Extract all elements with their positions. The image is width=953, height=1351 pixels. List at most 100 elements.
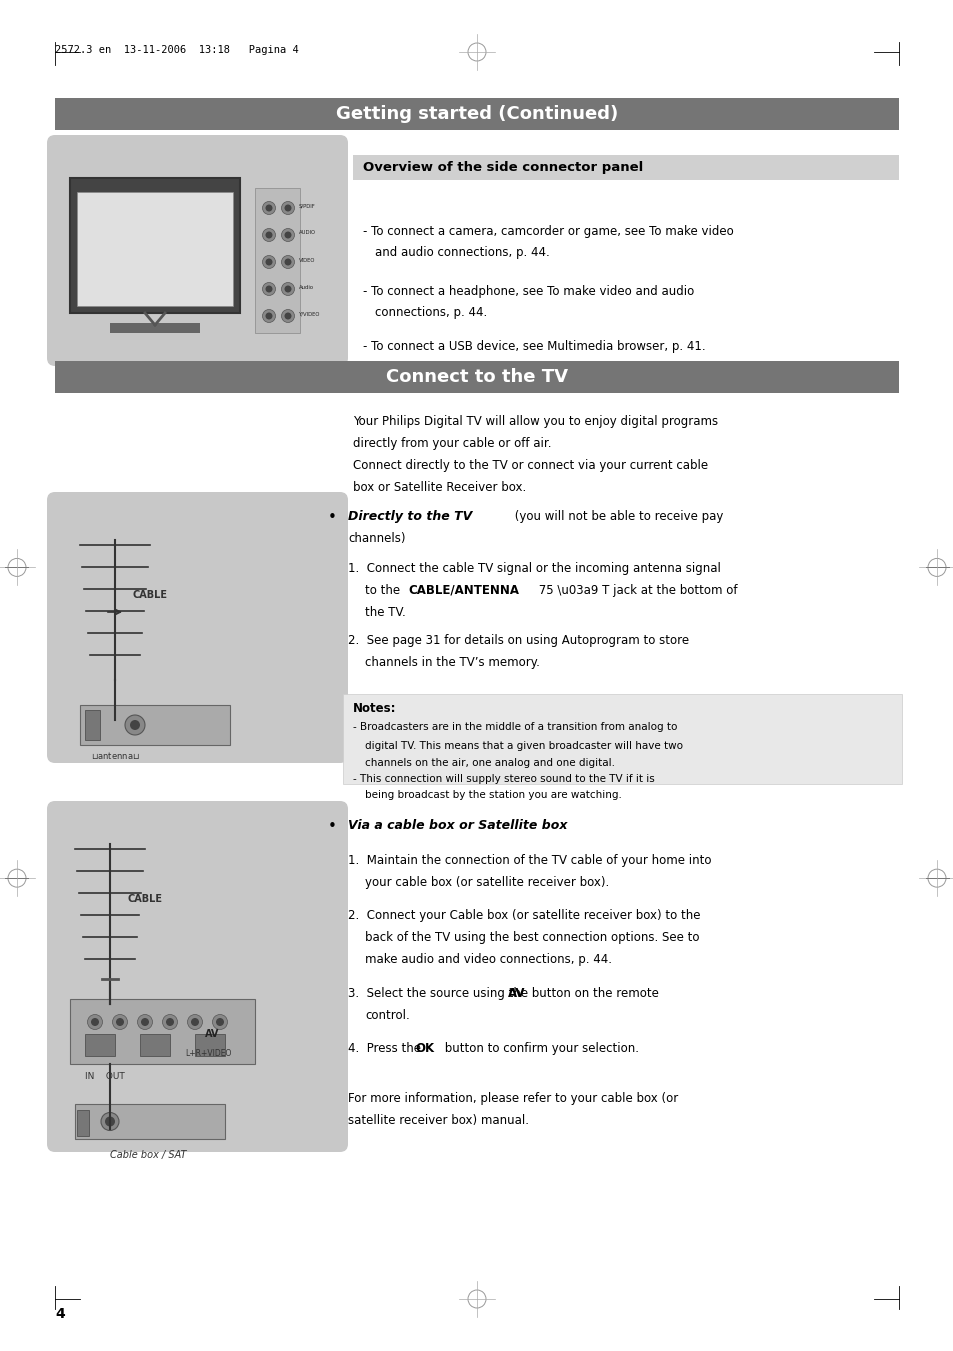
Text: 2572.3 en  13-11-2006  13:18   Pagina 4: 2572.3 en 13-11-2006 13:18 Pagina 4 — [55, 45, 298, 55]
Text: connections, p. 44.: connections, p. 44. — [375, 305, 487, 319]
Text: 4.  Press the: 4. Press the — [348, 1042, 424, 1055]
Text: channels in the TV’s memory.: channels in the TV’s memory. — [365, 657, 539, 669]
FancyBboxPatch shape — [47, 801, 348, 1152]
Circle shape — [265, 258, 273, 266]
Circle shape — [116, 1019, 124, 1025]
Circle shape — [284, 231, 292, 239]
Text: Cable box / SAT: Cable box / SAT — [110, 1150, 186, 1161]
Circle shape — [265, 312, 273, 319]
Circle shape — [88, 1015, 102, 1029]
Text: S/PDIF: S/PDIF — [298, 204, 315, 208]
FancyBboxPatch shape — [47, 135, 348, 366]
Text: your cable box (or satellite receiver box).: your cable box (or satellite receiver bo… — [365, 875, 609, 889]
Text: control.: control. — [365, 1009, 410, 1021]
Text: channels on the air, one analog and one digital.: channels on the air, one analog and one … — [365, 758, 615, 767]
FancyBboxPatch shape — [85, 711, 100, 740]
Text: Connect to the TV: Connect to the TV — [386, 367, 567, 386]
Circle shape — [137, 1015, 152, 1029]
Text: to the: to the — [365, 584, 403, 597]
Circle shape — [162, 1015, 177, 1029]
Text: Directly to the TV: Directly to the TV — [348, 509, 472, 523]
Text: IN    OUT: IN OUT — [85, 1071, 125, 1081]
Text: AV: AV — [507, 988, 525, 1000]
Text: CABLE/ANTENNA: CABLE/ANTENNA — [408, 584, 518, 597]
Circle shape — [284, 285, 292, 293]
Text: make audio and video connections, p. 44.: make audio and video connections, p. 44. — [365, 952, 612, 966]
Circle shape — [213, 1015, 227, 1029]
Text: 75 \u03a9 T jack at the bottom of: 75 \u03a9 T jack at the bottom of — [535, 584, 737, 597]
FancyBboxPatch shape — [254, 188, 299, 332]
Text: 2.  Connect your Cable box (or satellite receiver box) to the: 2. Connect your Cable box (or satellite … — [348, 909, 700, 921]
FancyBboxPatch shape — [70, 178, 240, 313]
Text: - To connect a camera, camcorder or game, see To make video: - To connect a camera, camcorder or game… — [363, 226, 733, 238]
Text: directly from your cable or off air.: directly from your cable or off air. — [353, 436, 551, 450]
Circle shape — [284, 258, 292, 266]
Text: For more information, please refer to your cable box (or: For more information, please refer to yo… — [348, 1092, 678, 1105]
Text: Audio: Audio — [298, 285, 314, 289]
Circle shape — [166, 1019, 173, 1025]
Text: Connect directly to the TV or connect via your current cable: Connect directly to the TV or connect vi… — [353, 459, 707, 471]
Text: - To connect a headphone, see To make video and audio: - To connect a headphone, see To make vi… — [363, 285, 694, 299]
Text: 4: 4 — [55, 1306, 65, 1321]
Text: 1.  Connect the cable TV signal or the incoming antenna signal: 1. Connect the cable TV signal or the in… — [348, 562, 720, 576]
Circle shape — [101, 1112, 119, 1131]
Circle shape — [284, 204, 292, 212]
Text: and audio connections, p. 44.: and audio connections, p. 44. — [375, 246, 549, 259]
Text: button on the remote: button on the remote — [527, 988, 659, 1000]
FancyBboxPatch shape — [85, 1034, 115, 1056]
FancyBboxPatch shape — [77, 1111, 89, 1136]
Text: VIDEO: VIDEO — [298, 258, 315, 262]
FancyBboxPatch shape — [343, 694, 901, 784]
FancyBboxPatch shape — [47, 492, 348, 763]
Text: •: • — [328, 819, 336, 834]
FancyBboxPatch shape — [77, 192, 233, 305]
Circle shape — [130, 720, 140, 730]
Circle shape — [265, 231, 273, 239]
Text: •: • — [328, 509, 336, 526]
Text: 2.  See page 31 for details on using Autoprogram to store: 2. See page 31 for details on using Auto… — [348, 634, 688, 647]
Text: OK: OK — [415, 1042, 434, 1055]
Text: Overview of the side connector panel: Overview of the side connector panel — [363, 161, 642, 174]
Circle shape — [125, 715, 145, 735]
Circle shape — [262, 201, 275, 215]
Text: button to confirm your selection.: button to confirm your selection. — [440, 1042, 639, 1055]
Text: AV: AV — [205, 1029, 219, 1039]
Text: - Broadcasters are in the middle of a transition from analog to: - Broadcasters are in the middle of a tr… — [353, 721, 677, 732]
Circle shape — [91, 1019, 99, 1025]
Circle shape — [188, 1015, 202, 1029]
Circle shape — [191, 1019, 199, 1025]
Text: AUDIO: AUDIO — [298, 231, 315, 235]
FancyBboxPatch shape — [80, 705, 230, 744]
Text: - To connect a USB device, see Multimedia browser, p. 41.: - To connect a USB device, see Multimedi… — [363, 340, 705, 353]
Circle shape — [281, 309, 294, 323]
FancyBboxPatch shape — [55, 361, 898, 393]
Text: being broadcast by the station you are watching.: being broadcast by the station you are w… — [365, 790, 621, 800]
Text: box or Satellite Receiver box.: box or Satellite Receiver box. — [353, 481, 526, 494]
Text: L+R+VIDEO: L+R+VIDEO — [185, 1050, 232, 1058]
Circle shape — [105, 1116, 115, 1127]
Circle shape — [215, 1019, 224, 1025]
Text: back of the TV using the best connection options. See to: back of the TV using the best connection… — [365, 931, 699, 944]
Text: Notes:: Notes: — [353, 703, 396, 715]
FancyBboxPatch shape — [55, 99, 898, 130]
Text: 1.  Maintain the connection of the TV cable of your home into: 1. Maintain the connection of the TV cab… — [348, 854, 711, 867]
Text: $\sqcup$antenna$\sqcup$: $\sqcup$antenna$\sqcup$ — [91, 750, 139, 761]
FancyBboxPatch shape — [110, 323, 200, 332]
Text: digital TV. This means that a given broadcaster will have two: digital TV. This means that a given broa… — [365, 740, 682, 751]
Circle shape — [281, 201, 294, 215]
Text: 3.  Select the source using the: 3. Select the source using the — [348, 988, 532, 1000]
Text: satellite receiver box) manual.: satellite receiver box) manual. — [348, 1115, 529, 1127]
Text: Via a cable box or Satellite box: Via a cable box or Satellite box — [348, 819, 567, 832]
FancyBboxPatch shape — [194, 1034, 225, 1056]
Text: - This connection will supply stereo sound to the TV if it is: - This connection will supply stereo sou… — [353, 774, 654, 784]
FancyBboxPatch shape — [140, 1034, 170, 1056]
FancyBboxPatch shape — [70, 998, 254, 1065]
Circle shape — [112, 1015, 128, 1029]
Text: Y/VIDEO: Y/VIDEO — [298, 312, 320, 316]
Circle shape — [262, 309, 275, 323]
FancyBboxPatch shape — [353, 155, 898, 180]
Circle shape — [265, 285, 273, 293]
Text: (you will not be able to receive pay: (you will not be able to receive pay — [511, 509, 722, 523]
Text: Your Philips Digital TV will allow you to enjoy digital programs: Your Philips Digital TV will allow you t… — [353, 415, 718, 428]
Text: the TV.: the TV. — [365, 607, 405, 619]
